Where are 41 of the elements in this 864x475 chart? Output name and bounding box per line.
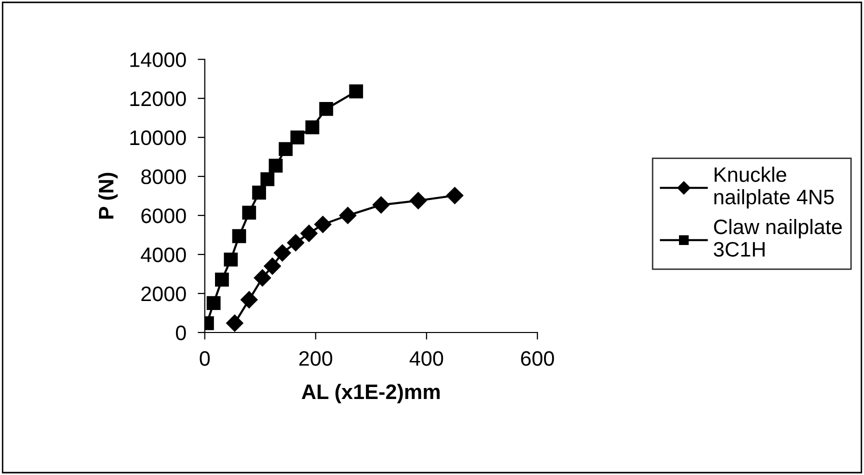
x-axis-title: AL (x1E-2)mm bbox=[302, 384, 440, 404]
point bbox=[252, 186, 266, 200]
point bbox=[224, 252, 238, 266]
point bbox=[319, 102, 334, 116]
point bbox=[274, 244, 291, 262]
legend-label: Claw nailplate 3C1H bbox=[714, 218, 842, 257]
y-tick-label: 14000 bbox=[130, 52, 186, 68]
point bbox=[226, 314, 244, 332]
point bbox=[278, 142, 293, 156]
y-axis-title: P (N) bbox=[98, 172, 118, 219]
y-tick-label: 0 bbox=[176, 326, 186, 340]
x-tick-label: 200 bbox=[299, 351, 332, 366]
y-tick-label: 12000 bbox=[130, 91, 186, 106]
point bbox=[290, 130, 304, 144]
point bbox=[349, 84, 364, 98]
point bbox=[242, 206, 256, 220]
point bbox=[300, 224, 318, 242]
point bbox=[215, 272, 229, 287]
point bbox=[268, 158, 283, 173]
legend-label: Knuckle nailplate 4N5 bbox=[714, 166, 834, 209]
y-tick-label: 10000 bbox=[130, 130, 186, 146]
point bbox=[240, 291, 258, 308]
point bbox=[232, 229, 246, 244]
point bbox=[254, 269, 271, 286]
point bbox=[260, 172, 274, 186]
point bbox=[339, 206, 356, 224]
y-tick-label: 8000 bbox=[141, 169, 186, 184]
point bbox=[372, 196, 390, 214]
y-tick-label: 4000 bbox=[140, 247, 186, 262]
point bbox=[206, 296, 221, 310]
point bbox=[264, 258, 281, 275]
point bbox=[446, 186, 464, 204]
point bbox=[287, 234, 304, 252]
x-tick-label: 600 bbox=[521, 351, 554, 366]
point bbox=[314, 216, 332, 233]
y-tick-label: 6000 bbox=[141, 208, 186, 224]
x-tick-label: 0 bbox=[200, 351, 210, 366]
x-tick-label: 400 bbox=[410, 351, 444, 366]
point bbox=[410, 192, 427, 210]
point bbox=[305, 120, 320, 134]
y-tick-label: 2000 bbox=[141, 286, 186, 302]
